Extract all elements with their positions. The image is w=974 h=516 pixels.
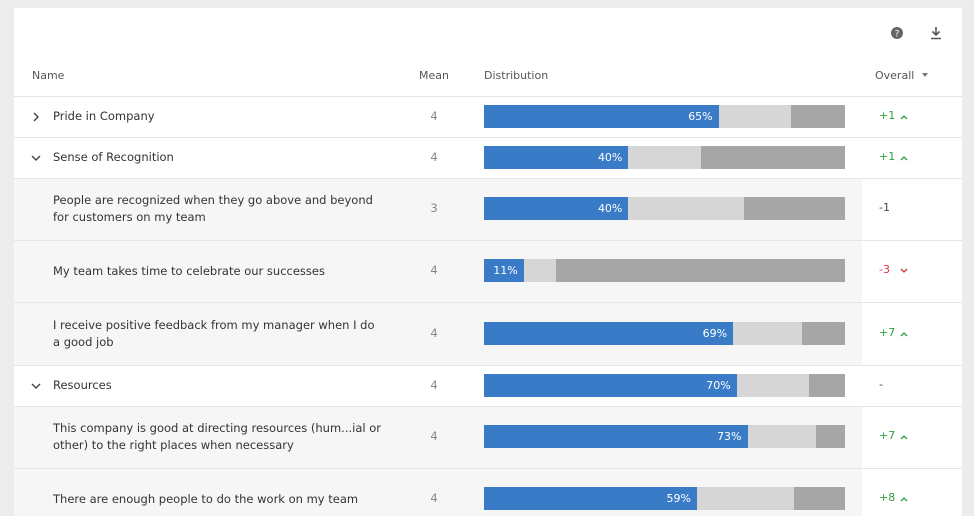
distribution-segment: 40% xyxy=(484,145,629,169)
download-icon[interactable] xyxy=(929,26,943,40)
segment-label: 65% xyxy=(688,109,713,123)
trend-arrow xyxy=(900,114,908,119)
distribution-bar: 40% xyxy=(484,197,845,220)
collapse-chevron[interactable] xyxy=(31,381,41,391)
overall-cell xyxy=(862,468,962,516)
overall-cell xyxy=(862,302,962,366)
distribution-segment xyxy=(794,487,845,510)
row-name: Sense of Recognition xyxy=(53,150,174,164)
distribution-segment xyxy=(743,197,845,220)
distribution-segment: 11% xyxy=(484,259,524,282)
distribution-segment xyxy=(700,145,845,169)
segment-label: 70% xyxy=(706,378,731,392)
distribution-segment xyxy=(816,425,845,448)
segment-label: 73% xyxy=(717,430,742,443)
column-header: Mean xyxy=(419,69,449,82)
overall-cell xyxy=(862,96,962,138)
collapse-chevron[interactable] xyxy=(31,153,41,163)
segment-label: 11% xyxy=(493,264,518,277)
mean-value: 4 xyxy=(430,149,438,164)
overall-value: +7 xyxy=(879,429,896,442)
distribution-segment: 73% xyxy=(484,425,748,448)
mean-value: 4 xyxy=(430,429,438,443)
segment-label: 69% xyxy=(702,326,728,340)
distribution-segment xyxy=(628,197,744,220)
expand-chevron[interactable] xyxy=(31,112,41,122)
segment-label: 40% xyxy=(597,150,623,164)
distribution-segment xyxy=(801,321,845,345)
distribution-bar: 59% xyxy=(484,487,845,510)
distribution-segment xyxy=(696,487,795,510)
mean-value: 4 xyxy=(430,263,438,277)
distribution-bar: 73% xyxy=(484,425,845,448)
sort-icon[interactable] xyxy=(921,72,929,78)
distribution-segment xyxy=(736,373,809,397)
distribution-segment: 65% xyxy=(484,104,719,128)
row-name: My team takes time to celebrate our succ… xyxy=(53,263,325,278)
distribution-segment xyxy=(790,104,845,128)
trend-arrow xyxy=(900,497,908,502)
mean-value: 4 xyxy=(430,108,438,123)
row-name: Resources xyxy=(53,378,112,392)
trend-arrow xyxy=(900,155,908,160)
trend-arrow xyxy=(900,268,908,273)
overall-value: +7 xyxy=(879,325,896,339)
mean-value: 4 xyxy=(430,325,438,340)
distribution-segment xyxy=(718,104,791,128)
trend-arrow xyxy=(900,331,908,336)
overall-cell xyxy=(862,240,962,303)
row-name: This company is good at directing resour… xyxy=(53,421,381,452)
distribution-segment xyxy=(628,145,701,169)
card: ? Name Mean Distribution Overall Pride i… xyxy=(14,8,962,516)
help-icon[interactable]: ? xyxy=(890,26,904,40)
distribution-segment xyxy=(808,373,845,397)
distribution-bar: 65% xyxy=(484,104,845,128)
column-header[interactable]: Overall xyxy=(875,69,915,82)
distribution-segment: 59% xyxy=(484,487,697,510)
distribution-bar: 69% xyxy=(484,321,845,345)
column-header: Name xyxy=(32,69,65,82)
svg-text:?: ? xyxy=(895,30,900,40)
overall-cell xyxy=(862,406,962,469)
distribution-bar: 11% xyxy=(484,259,845,282)
distribution-segment: 69% xyxy=(484,321,734,345)
overall-cell xyxy=(862,365,962,407)
trend-arrow xyxy=(900,435,908,440)
overall-value: -1 xyxy=(879,201,890,214)
distribution-segment xyxy=(747,425,817,448)
row-name: There are enough people to do the work o… xyxy=(53,491,359,506)
overall-value: +1 xyxy=(879,108,896,122)
segment-label: 40% xyxy=(597,202,623,215)
distribution-segment: 70% xyxy=(484,373,737,397)
distribution-segment xyxy=(556,259,845,282)
overall-value: - xyxy=(879,377,883,391)
overall-cell xyxy=(862,137,962,179)
distribution-bar: 70% xyxy=(484,373,845,397)
mean-value: 3 xyxy=(430,201,438,215)
overall-value: +1 xyxy=(879,149,896,163)
column-header: Distribution xyxy=(484,69,549,82)
distribution-segment xyxy=(523,259,557,282)
mean-value: 4 xyxy=(430,377,438,392)
mean-value: 4 xyxy=(430,491,438,505)
overall-cell xyxy=(862,178,962,241)
row-name: I receive positive feedback from my mana… xyxy=(53,317,375,349)
overall-value: +8 xyxy=(879,491,896,504)
distribution-bar: 40% xyxy=(484,145,845,169)
distribution-segment: 40% xyxy=(484,197,629,220)
distribution-segment xyxy=(733,321,802,345)
row-name: People are recognized when they go above… xyxy=(53,193,373,224)
overall-value: -3 xyxy=(879,263,890,276)
segment-label: 59% xyxy=(666,492,691,505)
row-name: Pride in Company xyxy=(53,109,155,123)
